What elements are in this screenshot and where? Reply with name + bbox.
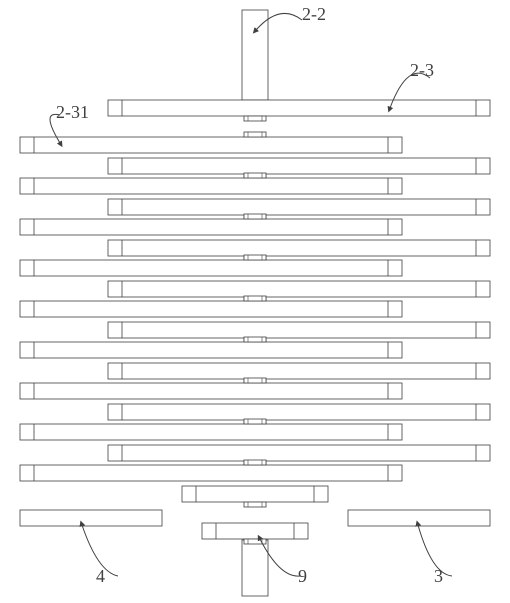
disc-right-9-hub (244, 502, 266, 507)
disc-left-3-hub (244, 255, 266, 260)
disc-right-5 (108, 322, 490, 338)
disc-right-0 (108, 100, 490, 116)
disc-right-6 (108, 363, 490, 379)
disc-left-8 (20, 465, 402, 481)
label-2-2: 2-2 (302, 4, 326, 24)
disc-right-9 (182, 486, 328, 502)
disc-right-0-hub (244, 116, 266, 121)
disc-right-8 (108, 445, 490, 461)
disc-left-0 (20, 137, 402, 153)
bottom-bar-0 (20, 510, 162, 526)
disc-left-2 (20, 219, 402, 235)
label-4: 4 (96, 566, 105, 586)
discs-layer (20, 100, 490, 544)
disc-left-7 (20, 424, 402, 440)
disc-left-5 (20, 342, 402, 358)
disc-left-1 (20, 178, 402, 194)
disc-left-0-hub (244, 132, 266, 137)
shaft-bottom (242, 540, 268, 596)
disc-left-4-hub (244, 296, 266, 301)
disc-right-7 (108, 404, 490, 420)
disc-left-6 (20, 383, 402, 399)
label-9: 9 (298, 566, 307, 586)
disc-left-6-hub (244, 378, 266, 383)
disc-right-10 (202, 523, 308, 539)
disc-left-2-hub (244, 214, 266, 219)
disc-left-3 (20, 260, 402, 276)
shaft-top (242, 10, 268, 100)
disc-right-1 (108, 158, 490, 174)
label-3: 3 (434, 566, 443, 586)
disc-left-5-hub (244, 337, 266, 342)
disc-left-1-hub (244, 173, 266, 178)
label-2-3: 2-3 (410, 60, 434, 80)
disc-left-4 (20, 301, 402, 317)
disc-right-3 (108, 240, 490, 256)
disc-left-8-hub (244, 460, 266, 465)
disc-left-7-hub (244, 419, 266, 424)
label-2-31: 2-31 (56, 102, 89, 122)
mechanical-diagram: 2-2 2-3 2-31 4 9 3 (0, 0, 510, 603)
disc-right-4 (108, 281, 490, 297)
disc-right-2 (108, 199, 490, 215)
bottom-bar-1 (348, 510, 490, 526)
